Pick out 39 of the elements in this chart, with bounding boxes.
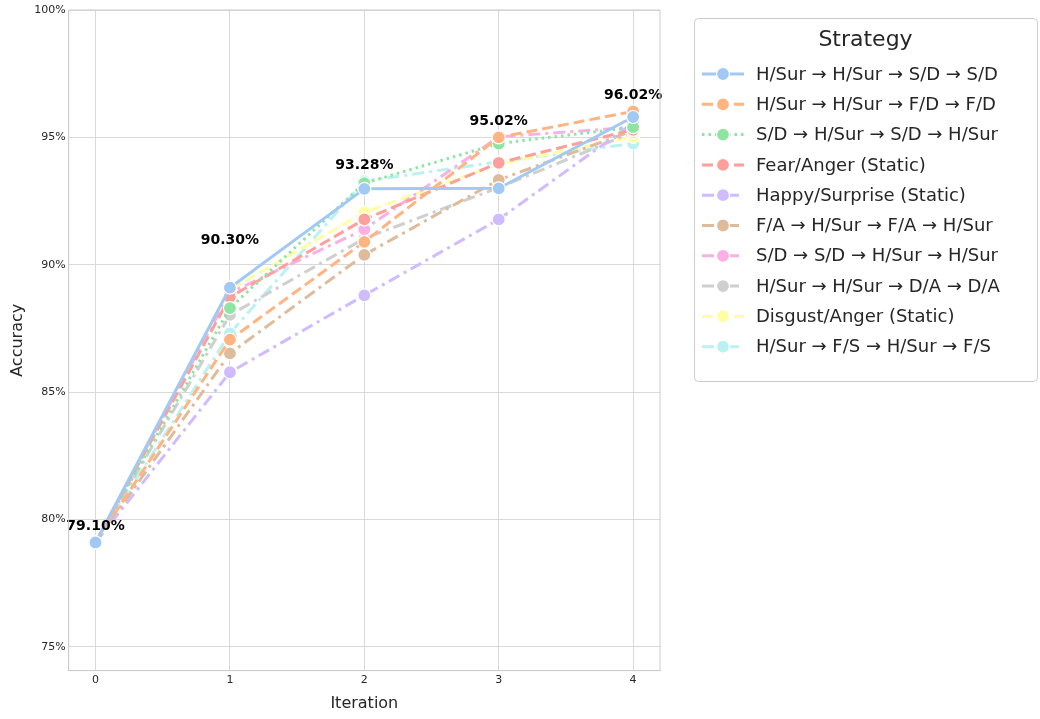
x-tick-label: 2 (360, 673, 368, 687)
point (222, 365, 238, 380)
x-tick-label: 1 (226, 673, 234, 687)
legend-label: Happy/Surprise (Static) (756, 183, 966, 205)
x-tick-label: 4 (629, 673, 637, 687)
legend-label: F/A → H/Sur → F/A → H/Sur (756, 214, 994, 236)
legend-label: H/Sur → H/Sur → D/A → D/A (756, 274, 1001, 296)
point (222, 332, 238, 347)
point (357, 247, 372, 262)
point (222, 300, 238, 316)
point (357, 288, 372, 303)
point (357, 212, 372, 227)
y-axis-title: Accuracy (6, 303, 26, 377)
legend-label: S/D → S/D → H/Sur → H/Sur (756, 244, 999, 266)
annotation: 96.02% (603, 86, 663, 103)
legend-label: H/Sur → H/Sur → S/D → S/D (756, 62, 998, 84)
annotation: 95.02% (469, 111, 528, 128)
legend-label: Fear/Anger (Static) (756, 153, 926, 175)
y-tick-label: 100% (34, 2, 66, 16)
x-tick-label: 0 (92, 673, 100, 687)
x-axis-title: Iteration (330, 692, 399, 712)
annotation: 79.10% (66, 517, 125, 534)
y-tick-label: 75% (41, 639, 66, 653)
point (491, 212, 506, 227)
legend-title: Strategy (818, 25, 913, 51)
legend-label: Disgust/Anger (Static) (756, 305, 955, 327)
point (222, 346, 238, 361)
y-tick-label: 80% (41, 512, 66, 526)
y-tick-label: 90% (41, 257, 66, 271)
annotation: 90.30% (200, 231, 260, 248)
annotation: 93.28% (335, 155, 394, 172)
legend-label: H/Sur → F/S → H/Sur → F/S (756, 335, 991, 357)
point (357, 181, 372, 196)
y-tick-label: 85% (41, 385, 66, 398)
y-tick-label: 95% (41, 130, 66, 144)
legend-label: S/D → H/Sur → S/D → H/Sur (756, 123, 999, 145)
legend-label: H/Sur → H/Sur → F/D → F/D (756, 92, 996, 114)
point (626, 109, 641, 125)
x-tick-label: 3 (495, 673, 503, 687)
